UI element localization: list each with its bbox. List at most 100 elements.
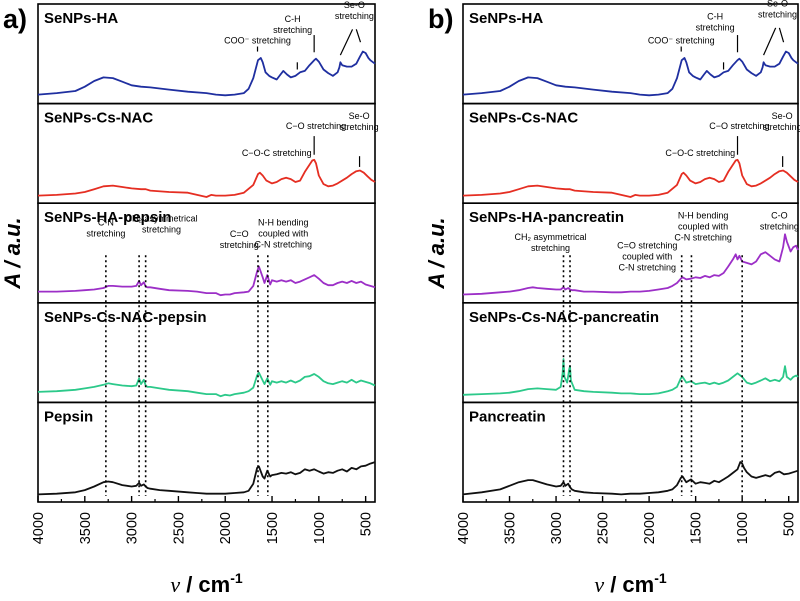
subplot-frame [37,401,376,503]
subplot-title: SeNPs-Cs-NAC-pancreatin [469,309,659,326]
spectrum-line [37,50,376,97]
annotation-text: stretching [340,122,379,132]
spectrum-line [462,50,799,97]
subplot-senps-cs-nac: SeNPs-Cs-NAC C−O stretching C−O-C stretchi… [37,102,379,204]
y-axis-title: A / a.u. [0,217,25,289]
x-tick-label: 2000 [218,512,234,544]
spectrum-line [37,158,376,198]
annotation-text: stretching [86,229,125,239]
subplot-title: SeNPs-HA-pepsin [44,209,172,226]
annotation-text: C−O stretching [709,121,769,131]
subplot-frame [462,401,799,503]
annotation-text: C-N [98,218,114,228]
annotation-text: stretching [696,22,735,32]
annotation-text: Se-O [349,111,370,121]
subplot-title: SeNPs-Cs-NAC [44,110,153,127]
annotation-pointer [355,29,362,43]
subplot-title: Pepsin [44,408,93,425]
x-tick-label: 1500 [689,512,705,544]
subplot-title: SeNPs-HA [469,10,543,27]
annotation-text: C−O-C stretching [665,148,735,158]
spectrum-line [37,461,376,496]
subplot-senps-cs-nac-pancreatin: SeNPs-Cs-NAC-pancreatin [462,301,799,404]
panel-letter: a) [3,4,27,34]
annotation: COO⁻ stretching [224,36,291,52]
annotation-text: C-N stretching [618,263,676,273]
annotation-text: N-H bending [258,218,309,228]
x-tick-label: 2500 [596,512,612,544]
annotation: C−O-C stretching [242,148,312,158]
annotation-text: C-N stretching [674,232,732,242]
x-tick-label: 1000 [312,512,328,544]
y-axis-title: A / a.u. [424,217,449,289]
annotation-text: coupled with [678,221,728,231]
annotation-text: stretching [335,11,374,21]
spectrum-line [38,265,376,297]
annotation-text: C=O [230,229,249,239]
x-axis-title: ν / cm-1 [170,570,243,597]
annotation-text: stretching [531,243,570,253]
annotation-text: COO⁻ stretching [224,36,291,46]
annotation-text: N-H bending [678,210,729,220]
annotation-text: Se-O [344,0,365,10]
x-axis: 4000 3500 3000 2500 2000 1500 1000 500 [31,496,375,544]
x-tick-label: 1000 [735,512,751,544]
subplot-title: SeNPs-HA-pancreatin [469,209,624,226]
annotation-text: stretching [760,221,799,231]
subplot-title: SeNPs-HA [44,10,118,27]
x-axis-title: ν / cm-1 [594,570,667,597]
annotation-text: C-N stretching [255,240,313,250]
annotation-text: C-O [771,210,788,220]
annotation: COO⁻ stretching [648,36,715,52]
spectrum-line [462,461,799,496]
annotation-text: stretching [758,9,797,19]
spectrum-line [462,158,799,198]
annotation-text: stretching [220,240,259,250]
annotation-text: stretching [273,25,312,35]
subplot-title: SeNPs-Cs-NAC [469,110,578,127]
annotation-text: CH₂ asymmetrical [126,213,198,223]
annotation-text: Se-O [772,111,793,121]
annotation: C−O stretching [286,121,346,155]
x-tick-label: 3000 [549,512,565,544]
panel-letter: b) [428,4,453,34]
annotation-text: C-H [285,14,301,24]
annotation-text: C−O stretching [286,121,346,131]
x-tick-label: 1500 [265,512,281,544]
annotation-text: coupled with [258,229,308,239]
subplot-senps-cs-nac-pepsin: SeNPs-Cs-NAC-pepsin [37,301,376,404]
subplot-pancreatin: Pancreatin [462,401,799,503]
x-tick-label: 4000 [456,512,472,544]
annotation-text: stretching [142,224,181,234]
annotation-text: CH₂ asymmetrical [514,232,586,242]
subplot-title: SeNPs-Cs-NAC-pepsin [44,309,207,326]
annotation-text: stretching [763,122,800,132]
x-tick-label: 4000 [31,512,47,544]
spectrum-line [462,233,799,296]
x-tick-label: 3500 [503,512,519,544]
spectrum-line [462,358,799,396]
annotation-text: Se-O [767,0,788,8]
x-tick-label: 3000 [125,512,141,544]
annotation-pointer [763,27,777,56]
subplot-senps-cs-nac: SeNPs-Cs-NAC C−O stretching C−O-C stretchi… [462,102,800,204]
x-tick-label: 500 [359,512,375,536]
annotation-pointer [339,29,354,56]
annotation-text: C-H [707,11,723,21]
subplot-title: Pancreatin [469,408,546,425]
